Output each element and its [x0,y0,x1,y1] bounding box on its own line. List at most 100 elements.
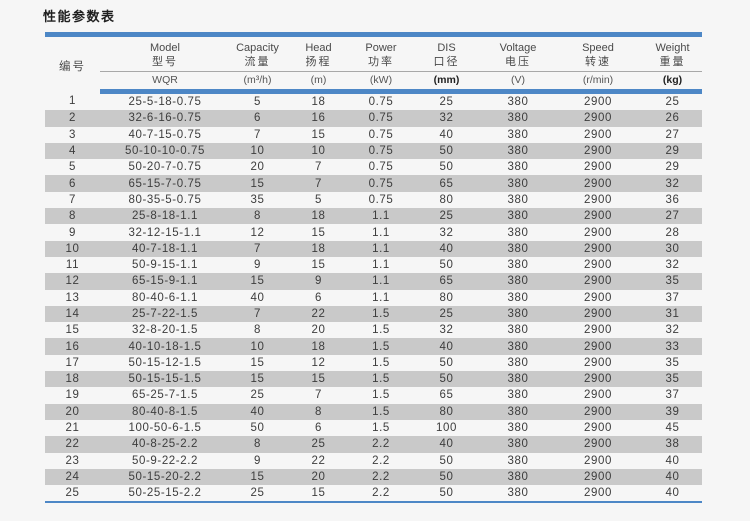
cell: 2900 [584,470,612,483]
cell: 1.1 [372,210,390,223]
cell: 40 [250,405,265,418]
header-label-zh: 功率 [368,56,394,68]
cell: 33 [665,340,680,353]
cell: 25 [665,96,680,109]
table-row: 22 40-8-25-2.2 8 25 2.2 40 380 2900 38 [45,436,702,453]
cell: 50-10-10-0.75 [124,145,206,158]
cell: 2900 [584,145,612,158]
cell: 2900 [584,128,612,141]
params-table: 编号 Model 型号 Capacity 流量 Head 扬程 Power 功率 DIS 口径 Vol… [45,32,702,504]
cell: 9 [315,275,322,288]
cell: 7 [254,242,261,255]
cell: 380 [507,161,529,174]
cell: 50 [439,373,454,386]
cell: 32 [665,259,680,272]
table-row: 9 32-12-15-1.1 12 15 1.1 32 380 2900 28 [45,224,702,240]
cell: 7 [315,177,322,190]
cell: 50-15-15-1.5 [128,373,202,386]
cell: 1.1 [372,275,390,288]
cell: 2900 [584,242,612,255]
cell: 6 [315,422,322,435]
cell: 25-7-22-1.5 [131,308,199,320]
cell: 8 [254,324,261,337]
cell: 15 [311,259,326,272]
cell: 15 [250,177,265,190]
header-label-en: Capacity [236,42,279,54]
cell: 2900 [584,161,612,174]
cell: 15 [250,373,265,386]
unit-cell: (kg) [643,71,702,94]
cell: 11 [65,259,80,272]
cell: 380 [507,470,529,483]
cell: 24 [65,470,80,483]
header-cell-index: 编号 [59,60,86,73]
cell: 100 [436,422,457,435]
cell: 50-15-12-1.5 [128,356,202,369]
cell: 40-7-18-1.1 [131,242,199,255]
cell: 2900 [584,96,612,109]
table-header: 编号 Model 型号 Capacity 流量 Head 扬程 Power 功率 DIS 口径 Vol… [45,35,702,94]
header-cell: Voltage 电压 [483,35,553,72]
cell: 380 [507,177,529,190]
header-label-zh: 型号 [152,56,178,68]
cell: 1.5 [372,324,390,337]
table-body: 1 25-5-18-0.75 5 18 0.75 25 380 2900 25 2 32-6-16-… [45,92,702,503]
cell: 40-10-18-1.5 [128,340,202,353]
cell: 12 [311,356,326,369]
cell: 1.5 [372,422,390,435]
cell: 37 [665,389,680,402]
cell: 380 [507,242,529,255]
cell: 35 [665,373,680,386]
table-row: 6 65-15-7-0.75 15 7 0.75 65 380 2900 32 [45,175,702,192]
table-row: 15 32-8-20-1.5 8 20 1.5 32 380 2900 32 [45,322,702,338]
cell: 80 [439,193,454,206]
header-cell: Weight 重量 [643,35,702,72]
header-cell: Capacity 流量 [230,35,285,72]
cell: 25-5-18-0.75 [128,96,202,109]
cell: 7 [315,161,322,174]
table-row: 2 32-6-16-0.75 6 16 0.75 32 380 2900 26 [45,110,702,127]
table-row: 5 50-20-7-0.75 20 7 0.75 50 380 2900 29 [45,159,702,175]
cell: 5 [69,161,76,174]
cell: 2900 [584,275,612,288]
table-row: 1 25-5-18-0.75 5 18 0.75 25 380 2900 25 [45,92,702,111]
header-label-en: Head [305,42,332,54]
cell: 380 [507,373,529,386]
cell: 29 [665,161,680,174]
cell: 2900 [584,193,612,206]
cell: 8 [315,405,322,418]
cell: 2900 [584,373,612,386]
cell: 25-8-18-1.1 [131,210,199,223]
cell: 380 [507,145,529,158]
cell: 15 [311,226,326,239]
cell: 2900 [584,487,612,500]
cell: 50 [250,422,265,435]
unit-cell: (kW) [352,71,410,94]
cell: 50 [439,454,454,467]
cell: 16 [65,340,80,353]
cell: 2.2 [372,470,390,483]
cell: 380 [507,128,529,141]
header-row-names: 编号 Model 型号 Capacity 流量 Head 扬程 Power 功率 DIS 口径 Vol… [45,35,702,73]
header-label-zh: 重量 [659,56,686,68]
cell: 27 [665,128,680,141]
cell: 32 [439,226,454,239]
header-cell: Model 型号 [100,35,230,72]
cell: 6 [254,112,261,125]
cell: 2900 [584,226,612,239]
cell: 80 [439,405,454,418]
cell: 65-15-7-0.75 [128,177,202,190]
cell: 25 [250,487,265,500]
table-row: 18 50-15-15-1.5 15 15 1.5 50 380 2900 35 [45,371,702,388]
header-cell: Speed 转速 [553,35,643,72]
cell: 380 [507,422,529,435]
table-row: 11 50-9-15-1.1 9 15 1.1 50 380 2900 32 [45,257,702,273]
cell: 50-15-20-2.2 [128,470,202,483]
header-cell: Head 扬程 [285,35,352,72]
cell: 2900 [584,389,612,402]
cell: 2900 [584,210,612,223]
header-label-en: Voltage [499,42,537,54]
cell: 40-7-15-0.75 [128,128,202,141]
cell: 380 [507,226,529,239]
cell: 50-20-7-0.75 [128,161,202,174]
